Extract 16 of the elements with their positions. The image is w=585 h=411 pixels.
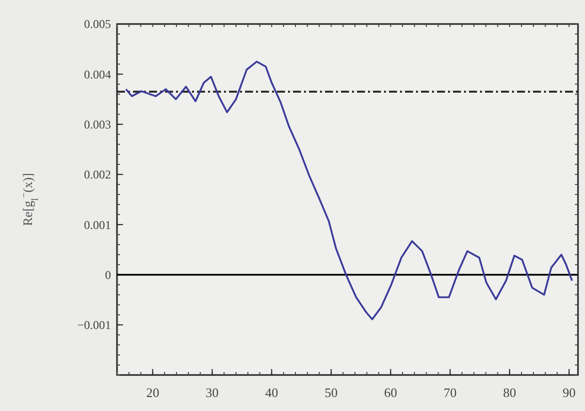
- y-tick-label: 0.001: [84, 218, 111, 232]
- y-tick-label: 0.002: [84, 168, 111, 182]
- x-tick-label: 60: [384, 385, 398, 400]
- y-tick-label: −0.001: [77, 318, 111, 332]
- y-tick-label: 0.004: [84, 67, 111, 82]
- x-tick-label: 80: [503, 385, 516, 400]
- x-tick-label: 20: [146, 385, 160, 400]
- line-series: [125, 60, 573, 320]
- y-tick-label: 0.003: [84, 117, 111, 132]
- x-tick-label: 30: [206, 385, 219, 400]
- x-tick-label: 90: [562, 385, 576, 400]
- y-tick-label: 0.005: [84, 17, 111, 32]
- x-tick-label: 40: [265, 385, 278, 400]
- y-tick-label: 0: [105, 268, 111, 282]
- x-tick-label: 70: [444, 385, 457, 400]
- x-tick-label: 50: [324, 385, 338, 400]
